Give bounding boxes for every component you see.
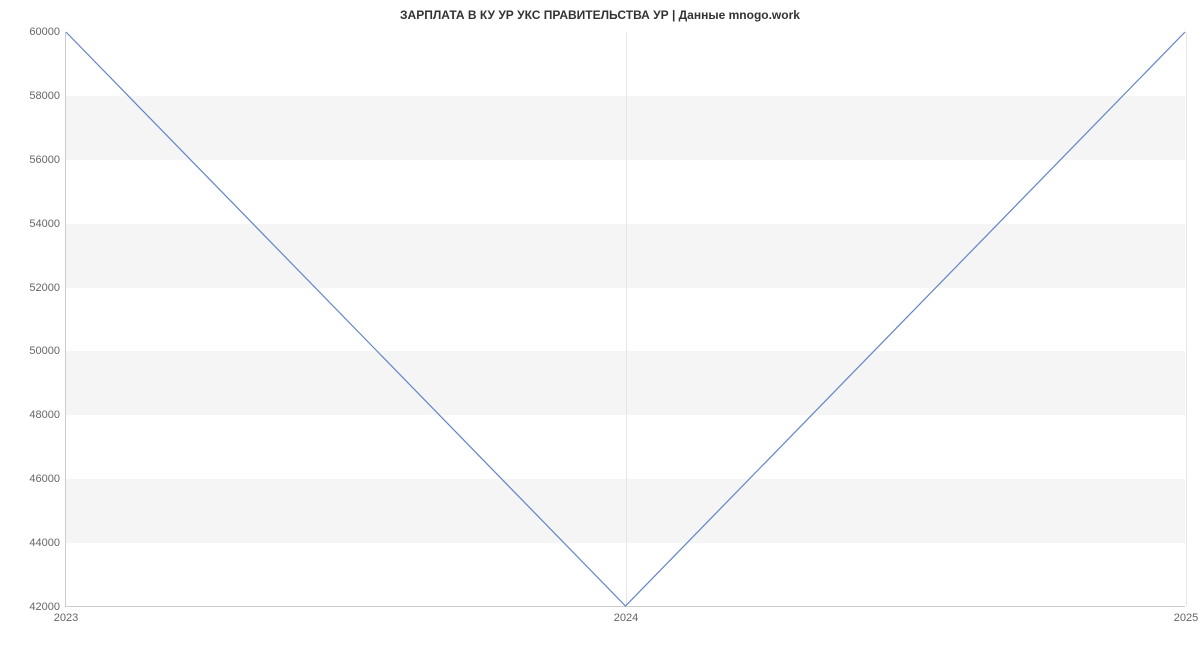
salary-chart: ЗАРПЛАТА В КУ УР УКС ПРАВИТЕЛЬСТВА УР | …	[0, 0, 1200, 650]
x-axis-label: 2023	[54, 612, 78, 624]
data-line	[66, 32, 1185, 606]
y-axis-label: 56000	[29, 154, 60, 166]
x-axis-label: 2024	[614, 612, 638, 624]
chart-title: ЗАРПЛАТА В КУ УР УКС ПРАВИТЕЛЬСТВА УР | …	[0, 8, 1200, 22]
y-axis-label: 52000	[29, 282, 60, 294]
y-axis-label: 46000	[29, 473, 60, 485]
x-gridline	[1186, 32, 1187, 606]
x-axis-label: 2025	[1174, 612, 1198, 624]
y-axis-label: 60000	[29, 26, 60, 38]
y-axis-label: 58000	[29, 90, 60, 102]
y-axis-label: 44000	[29, 537, 60, 549]
y-axis-label: 54000	[29, 218, 60, 230]
y-axis-label: 50000	[29, 345, 60, 357]
plot-area: 4200044000460004800050000520005400056000…	[65, 32, 1185, 607]
y-axis-label: 48000	[29, 409, 60, 421]
